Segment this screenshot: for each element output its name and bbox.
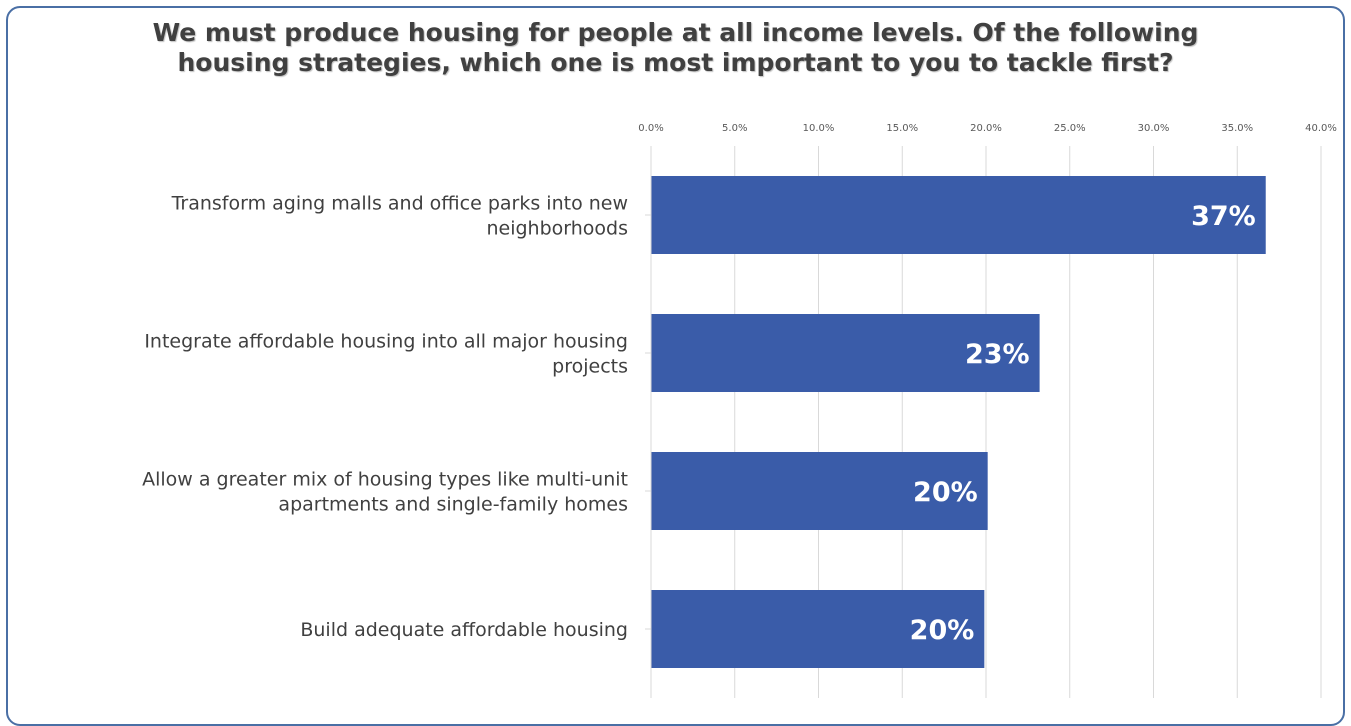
category-label: apartments and single-family homes xyxy=(278,494,628,516)
x-tick-label: 40.0% xyxy=(1305,123,1337,134)
data-label: 20% xyxy=(910,615,975,646)
bar xyxy=(651,314,1040,392)
data-label: 37% xyxy=(1191,201,1256,232)
chart-title-line-2: housing strategies, which one is most im… xyxy=(177,48,1174,77)
chart-title: We must produce housing for people at al… xyxy=(0,18,1351,78)
data-label: 20% xyxy=(913,477,978,508)
category-label: Transform aging malls and office parks i… xyxy=(171,193,628,215)
x-tick-label: 20.0% xyxy=(970,123,1002,134)
bar xyxy=(651,452,988,530)
x-tick-label: 35.0% xyxy=(1221,123,1253,134)
x-tick-label: 0.0% xyxy=(638,123,663,134)
category-label: neighborhoods xyxy=(486,218,628,240)
bar-chart: 0.0% 5.0% 10.0% 15.0% 20.0% 25.0% 30.0% 35.0% 40… xyxy=(142,123,1337,698)
x-tick-label: 10.0% xyxy=(803,123,835,134)
category-label: Allow a greater mix of housing types lik… xyxy=(142,469,628,491)
bar xyxy=(651,590,985,668)
x-tick-label: 25.0% xyxy=(1054,123,1086,134)
category-label: Build adequate affordable housing xyxy=(300,619,628,641)
x-tick-label: 30.0% xyxy=(1138,123,1170,134)
bar xyxy=(651,176,1266,254)
data-label: 23% xyxy=(965,339,1030,370)
x-tick-label: 15.0% xyxy=(886,123,918,134)
category-label: projects xyxy=(552,356,628,378)
category-label: Integrate affordable housing into all ma… xyxy=(144,331,628,353)
chart-title-line-1: We must produce housing for people at al… xyxy=(152,18,1199,47)
x-tick-label: 5.0% xyxy=(722,123,747,134)
